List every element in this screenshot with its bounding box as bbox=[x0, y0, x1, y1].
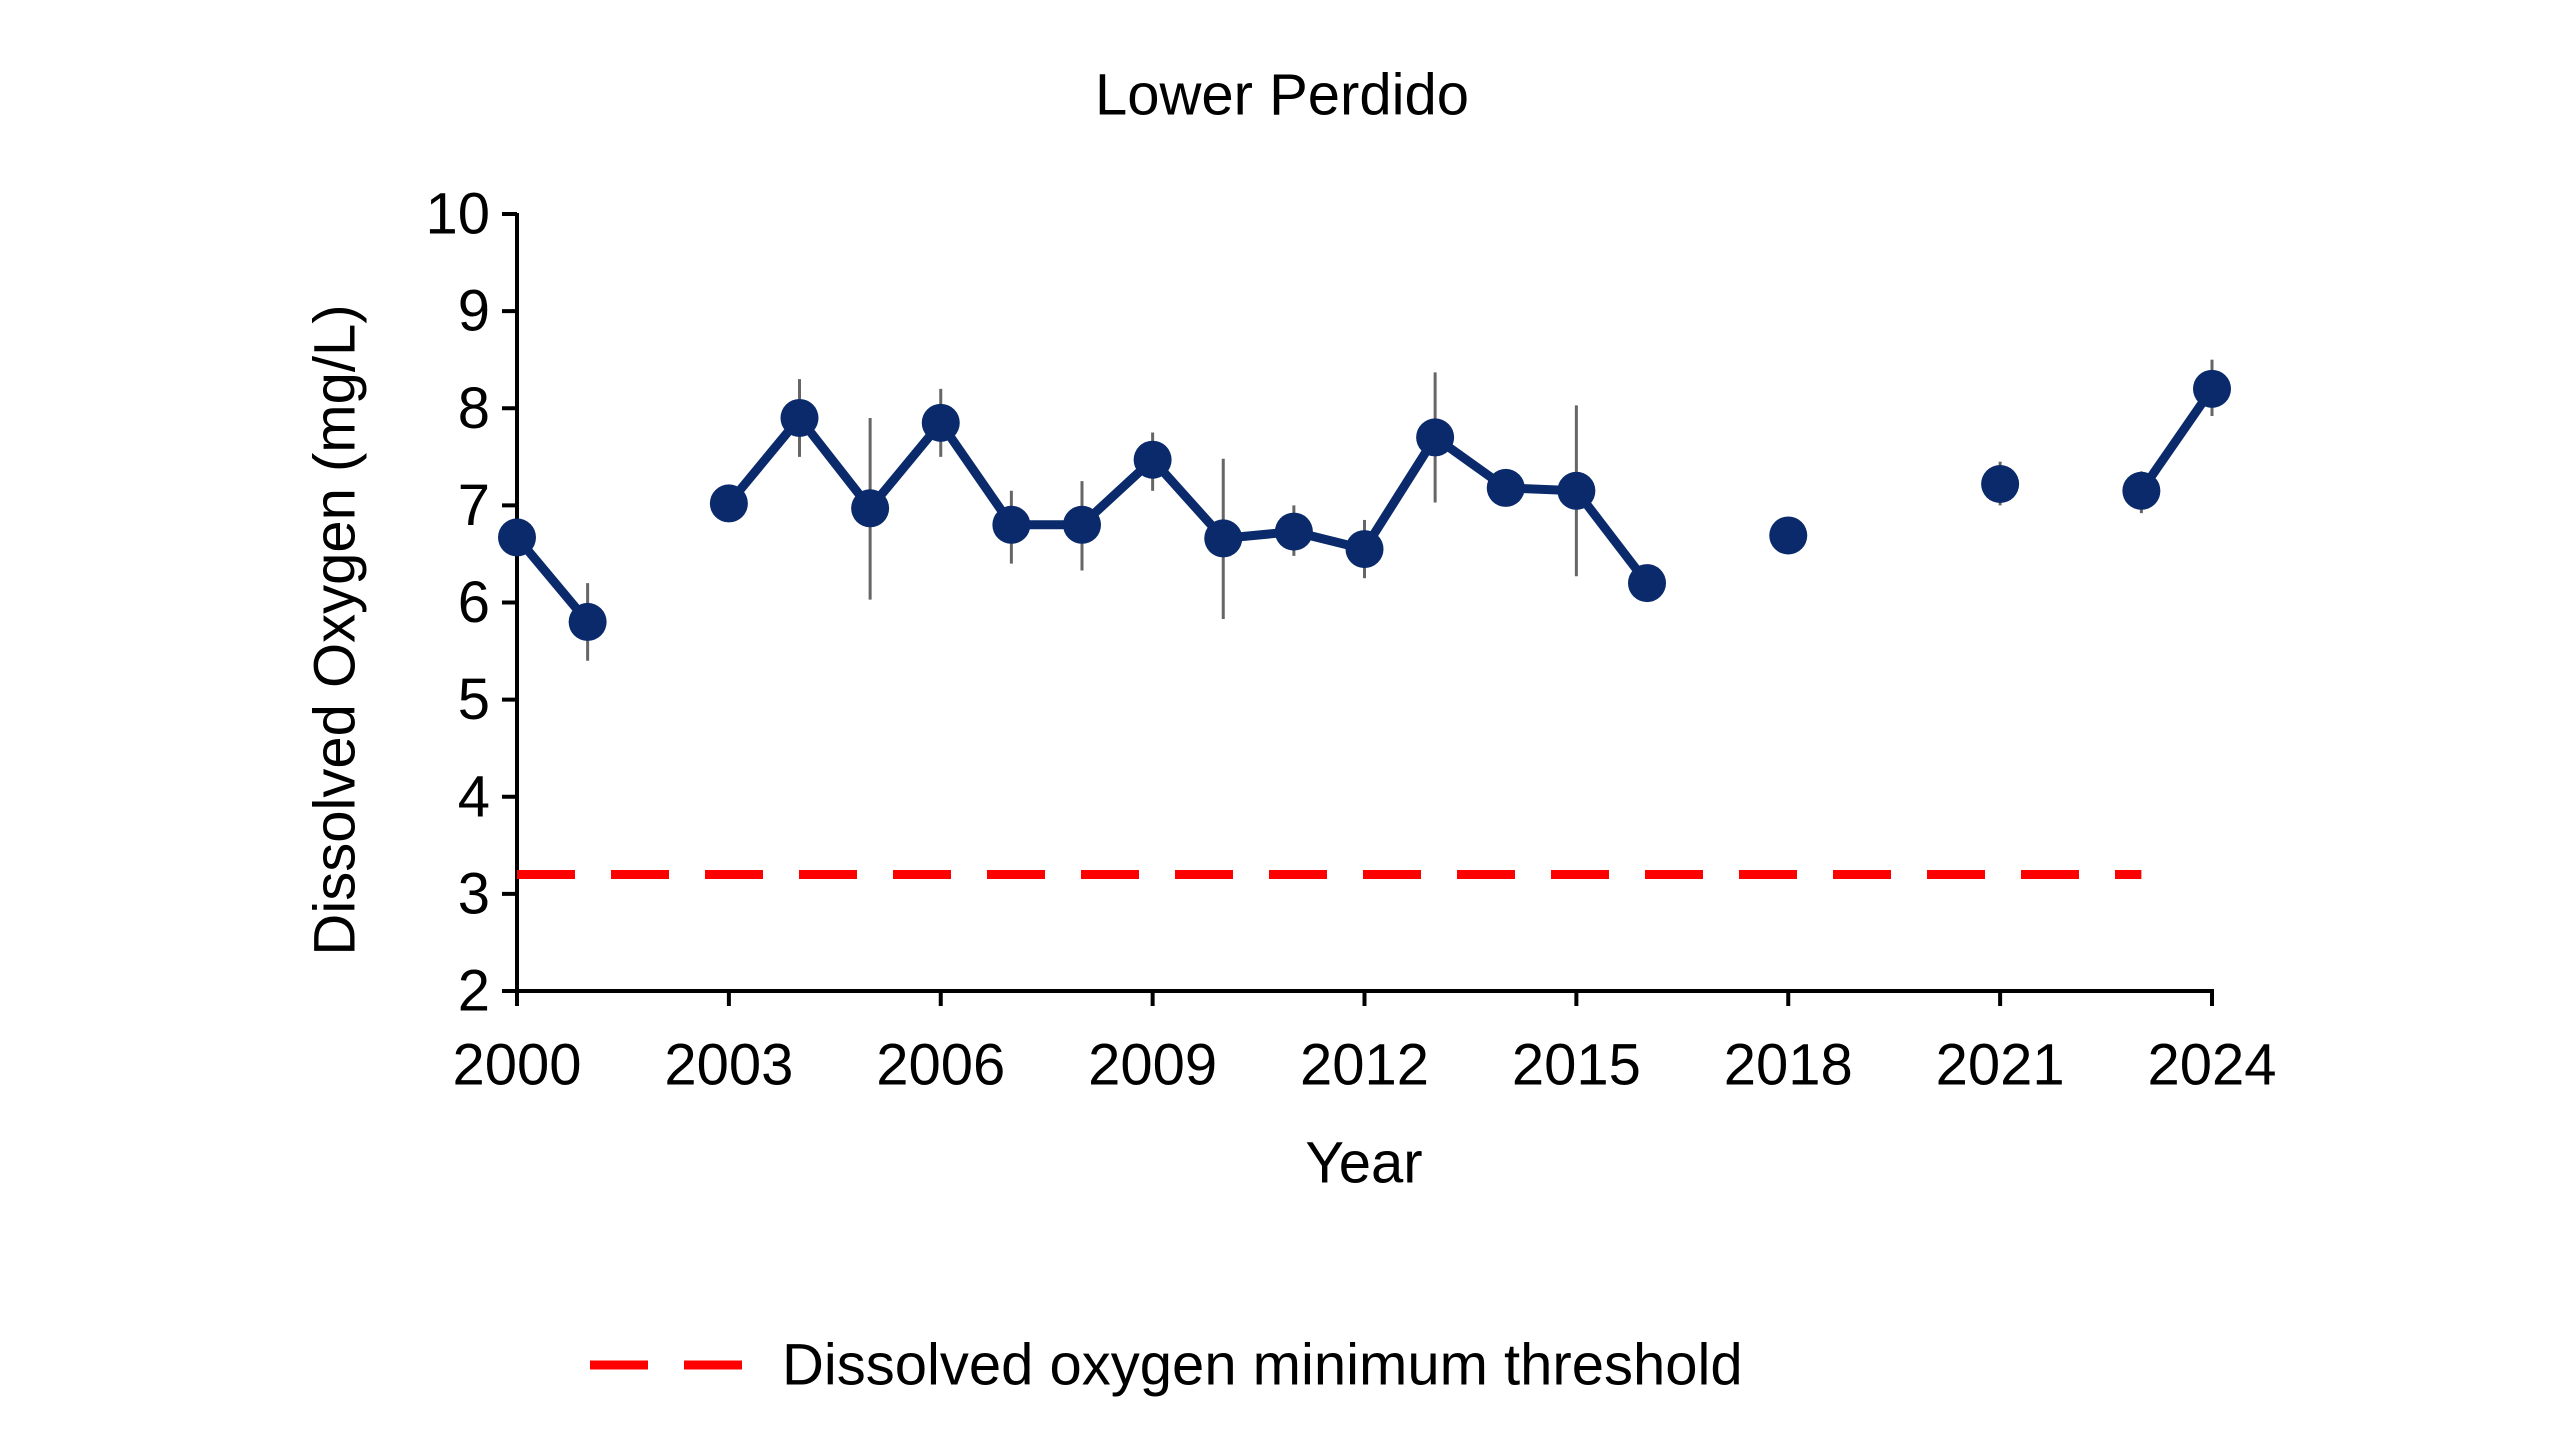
x-tick-label: 2018 bbox=[1724, 1033, 1853, 1098]
data-point bbox=[1204, 519, 1243, 558]
y-axis-label: Dissolved Oxygen (mg/L) bbox=[303, 304, 368, 955]
x-ticks: 2000 2003 2006 2009 2012 2015 2018 2021 2024 bbox=[452, 991, 2277, 1098]
x-tick-label: 2006 bbox=[876, 1033, 1005, 1098]
series-line-segment bbox=[795, 413, 875, 513]
y-tick-label: 4 bbox=[458, 764, 490, 829]
errorbar-layer bbox=[586, 359, 2214, 661]
data-point bbox=[1063, 505, 1101, 544]
data-point bbox=[780, 398, 819, 437]
x-tick-label: 2000 bbox=[452, 1033, 581, 1098]
data-point bbox=[709, 484, 748, 523]
data-point bbox=[992, 505, 1031, 544]
data-point bbox=[1981, 465, 2020, 504]
data-point bbox=[1628, 564, 1666, 603]
line-layer bbox=[512, 384, 2217, 627]
x-tick-label: 2024 bbox=[2147, 1033, 2276, 1098]
series-line-segment bbox=[1360, 432, 1440, 554]
y-tick-label: 9 bbox=[458, 279, 490, 344]
data-point bbox=[1345, 530, 1384, 569]
y-tick-label: 7 bbox=[458, 473, 490, 538]
y-tick-label: 5 bbox=[458, 667, 490, 732]
data-point bbox=[851, 489, 890, 528]
chart-title: Lower Perdido bbox=[1095, 63, 1469, 128]
data-point bbox=[1486, 468, 1525, 507]
data-point bbox=[1769, 516, 1808, 555]
x-axis-label: Year bbox=[1305, 1131, 1422, 1196]
data-point bbox=[1557, 471, 1596, 510]
series-line-segment bbox=[2136, 384, 2217, 496]
data-point bbox=[921, 403, 960, 442]
series-line-segment bbox=[1571, 486, 1652, 588]
x-tick-label: 2012 bbox=[1300, 1033, 1429, 1098]
data-point bbox=[2122, 471, 2161, 510]
data-point bbox=[568, 602, 607, 641]
x-tick-label: 2009 bbox=[1088, 1033, 1217, 1098]
legend: Dissolved oxygen minimum threshold bbox=[590, 1333, 1743, 1398]
y-tick-label: 6 bbox=[458, 570, 490, 635]
marker-layer bbox=[498, 369, 2231, 641]
x-tick-label: 2003 bbox=[664, 1033, 793, 1098]
data-point bbox=[1274, 512, 1313, 551]
y-tick-label: 2 bbox=[458, 959, 490, 1024]
y-tick-label: 10 bbox=[425, 182, 490, 247]
y-ticks: 2 3 4 5 6 7 8 9 10 bbox=[425, 182, 517, 1024]
x-tick-label: 2015 bbox=[1512, 1033, 1641, 1098]
data-point bbox=[498, 518, 536, 557]
data-point bbox=[1416, 418, 1455, 457]
y-tick-label: 3 bbox=[458, 861, 490, 926]
data-point bbox=[1133, 440, 1172, 479]
series-line-segment bbox=[936, 418, 1016, 530]
legend-threshold-label: Dissolved oxygen minimum threshold bbox=[782, 1333, 1743, 1398]
x-tick-label: 2021 bbox=[1936, 1033, 2065, 1098]
y-tick-label: 8 bbox=[458, 376, 490, 441]
data-point bbox=[2193, 369, 2231, 408]
